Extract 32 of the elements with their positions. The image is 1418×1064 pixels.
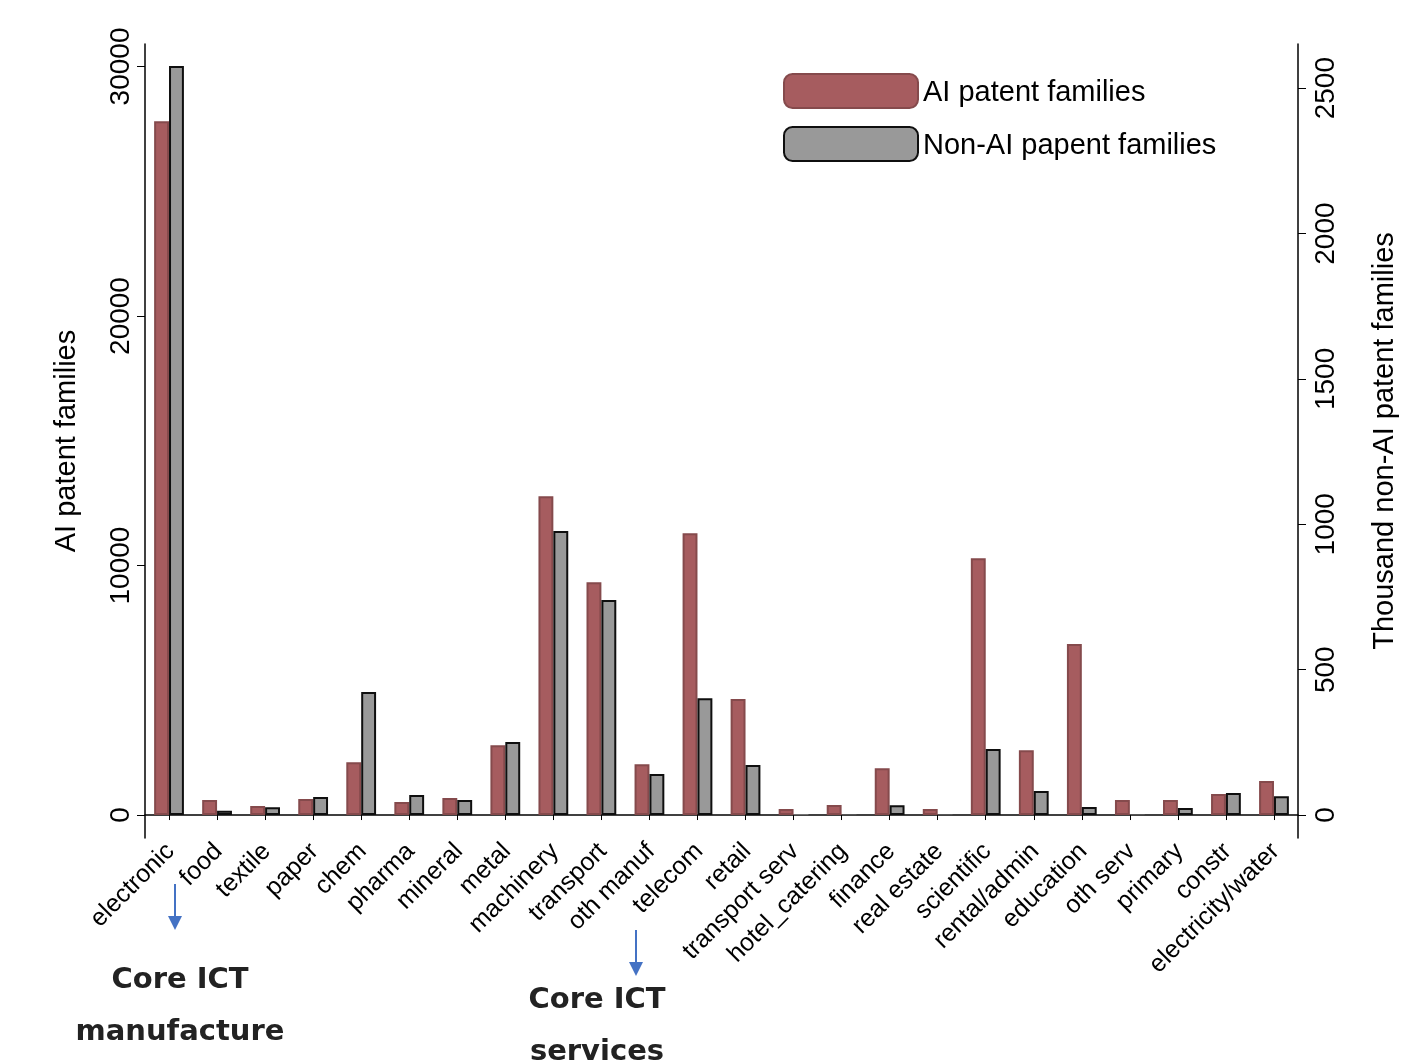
bar <box>889 805 905 816</box>
y-tick-label: 30000 <box>103 27 135 106</box>
y-tick-label: 0 <box>103 807 135 823</box>
bar <box>970 558 986 816</box>
y-tick-label: 20000 <box>103 277 135 355</box>
bar <box>985 749 1001 816</box>
y2-tick-label: 500 <box>1308 646 1340 694</box>
bar <box>922 809 938 816</box>
bar <box>1163 800 1178 816</box>
bar <box>1066 644 1082 816</box>
legend-label: AI patent families <box>923 75 1146 107</box>
bar <box>682 533 698 816</box>
y2-tick-label: 1000 <box>1308 493 1340 556</box>
text: Core ICT manufacture <box>74 960 286 1049</box>
bar <box>826 805 842 816</box>
y-tick-label: 10000 <box>103 526 135 605</box>
y2-tick-label: 0 <box>1308 807 1340 823</box>
y-axis-title: AI patent families <box>48 329 81 553</box>
bar <box>874 768 890 816</box>
bar <box>1114 800 1130 816</box>
bar <box>1018 750 1034 816</box>
bar <box>1081 806 1097 816</box>
y2-tick-label: 2000 <box>1308 202 1340 265</box>
bar <box>730 699 746 816</box>
legend-label: Non-AI papent families <box>923 128 1217 160</box>
bar <box>361 692 377 816</box>
bar <box>202 800 218 816</box>
y2-tick-label: 1500 <box>1308 347 1340 411</box>
bar <box>778 809 794 816</box>
y2-tick-label: 2500 <box>1308 57 1340 120</box>
text: Core ICT services <box>527 980 667 1064</box>
y2-axis-title: Thousand non-AI patent families <box>1366 232 1399 650</box>
